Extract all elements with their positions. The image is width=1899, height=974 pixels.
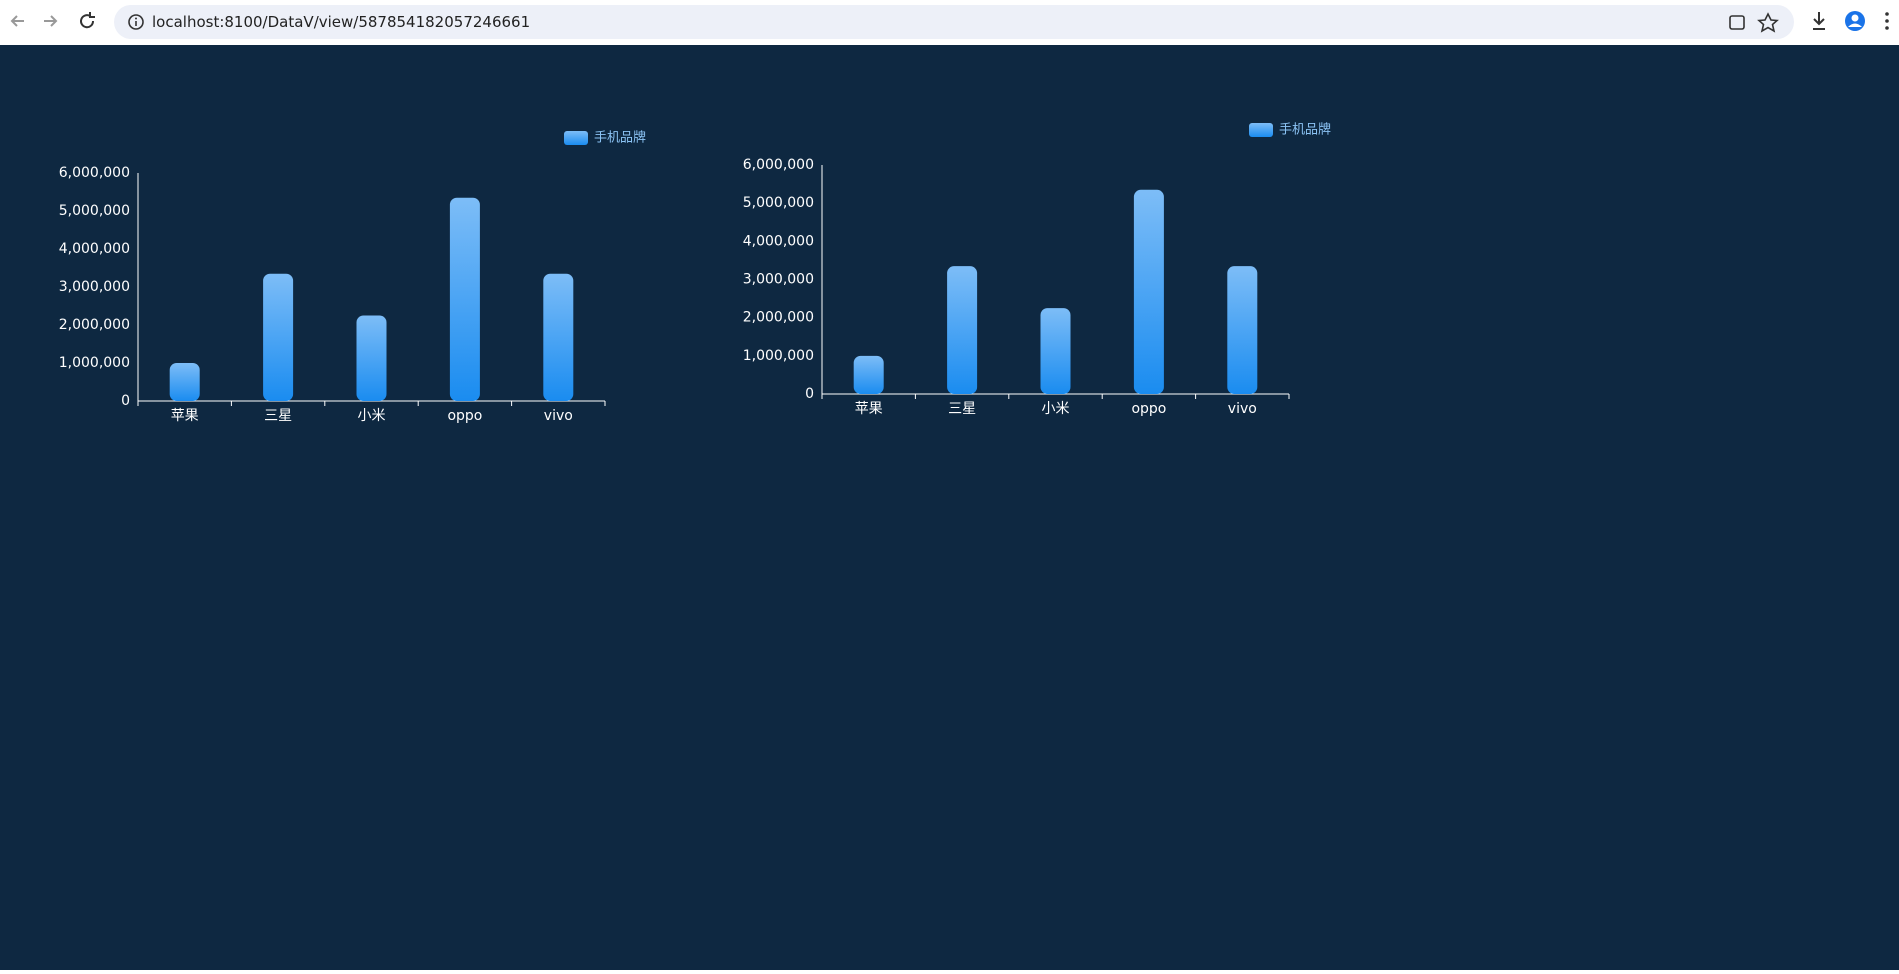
bar	[1133, 189, 1164, 394]
back-button[interactable]	[10, 15, 24, 27]
dashboard: 0 1,000,000 2,000,000 3,000,000 4,000,000 5,0…	[0, 45, 1899, 970]
x-tick-label: 苹果	[171, 408, 199, 424]
reload-button[interactable]	[80, 12, 95, 29]
x-tick-label: 三星	[948, 401, 976, 417]
site-info-icon[interactable]	[126, 12, 146, 32]
bar	[947, 266, 978, 394]
x-tick-label: oppo	[1131, 401, 1166, 417]
translate-icon[interactable]	[1729, 15, 1745, 30]
x-tick-label: 三星	[264, 408, 292, 424]
browser-toolbar: localhost:8100/DataV/view/58785418205724…	[0, 0, 1899, 45]
y-tick-label: 1,000,000	[59, 355, 130, 371]
bar	[449, 197, 480, 401]
x-tick-label: oppo	[447, 408, 482, 424]
bar	[1227, 266, 1258, 394]
download-icon[interactable]	[1813, 12, 1825, 30]
bar	[356, 315, 387, 401]
url-text: localhost:8100/DataV/view/58785418205724…	[152, 13, 531, 31]
menu-icon[interactable]	[1885, 12, 1889, 30]
forward-button[interactable]	[44, 15, 58, 27]
y-tick-label: 6,000,000	[59, 165, 130, 181]
bar	[169, 363, 200, 401]
x-tick-label: 小米	[358, 408, 386, 424]
address-bar[interactable]: localhost:8100/DataV/view/58785418205724…	[114, 5, 1794, 39]
y-tick-label: 2,000,000	[59, 317, 130, 333]
y-tick-label: 5,000,000	[59, 203, 130, 219]
charts: 0 1,000,000 2,000,000 3,000,000 4,000,000 5,0…	[59, 122, 1331, 425]
legend-label: 手机品牌	[594, 130, 646, 146]
y-tick-label: 6,000,000	[743, 157, 814, 173]
toolbar-actions	[1813, 11, 1889, 31]
legend-swatch	[564, 131, 588, 145]
bookmark-icon[interactable]	[1757, 12, 1779, 33]
y-tick-label: 4,000,000	[743, 233, 814, 249]
y-tick-label: 0	[805, 386, 814, 402]
address-actions	[1729, 12, 1779, 33]
nav-buttons	[10, 12, 95, 29]
y-tick-label: 5,000,000	[743, 195, 814, 211]
bar	[543, 273, 574, 401]
legend-label: 手机品牌	[1279, 122, 1331, 138]
x-tick-label: vivo	[1228, 401, 1257, 417]
bar	[263, 273, 294, 401]
y-tick-label: 4,000,000	[59, 241, 130, 257]
x-tick-label: vivo	[544, 408, 573, 424]
y-tick-label: 1,000,000	[743, 348, 814, 364]
x-tick-label: 小米	[1042, 401, 1070, 417]
bar	[1040, 308, 1071, 394]
bar	[853, 355, 884, 394]
y-tick-label: 2,000,000	[743, 310, 814, 326]
y-tick-label: 3,000,000	[743, 272, 814, 288]
x-tick-label: 苹果	[855, 401, 883, 417]
legend-swatch	[1249, 123, 1273, 137]
y-tick-label: 3,000,000	[59, 279, 130, 295]
y-tick-label: 0	[121, 393, 130, 409]
